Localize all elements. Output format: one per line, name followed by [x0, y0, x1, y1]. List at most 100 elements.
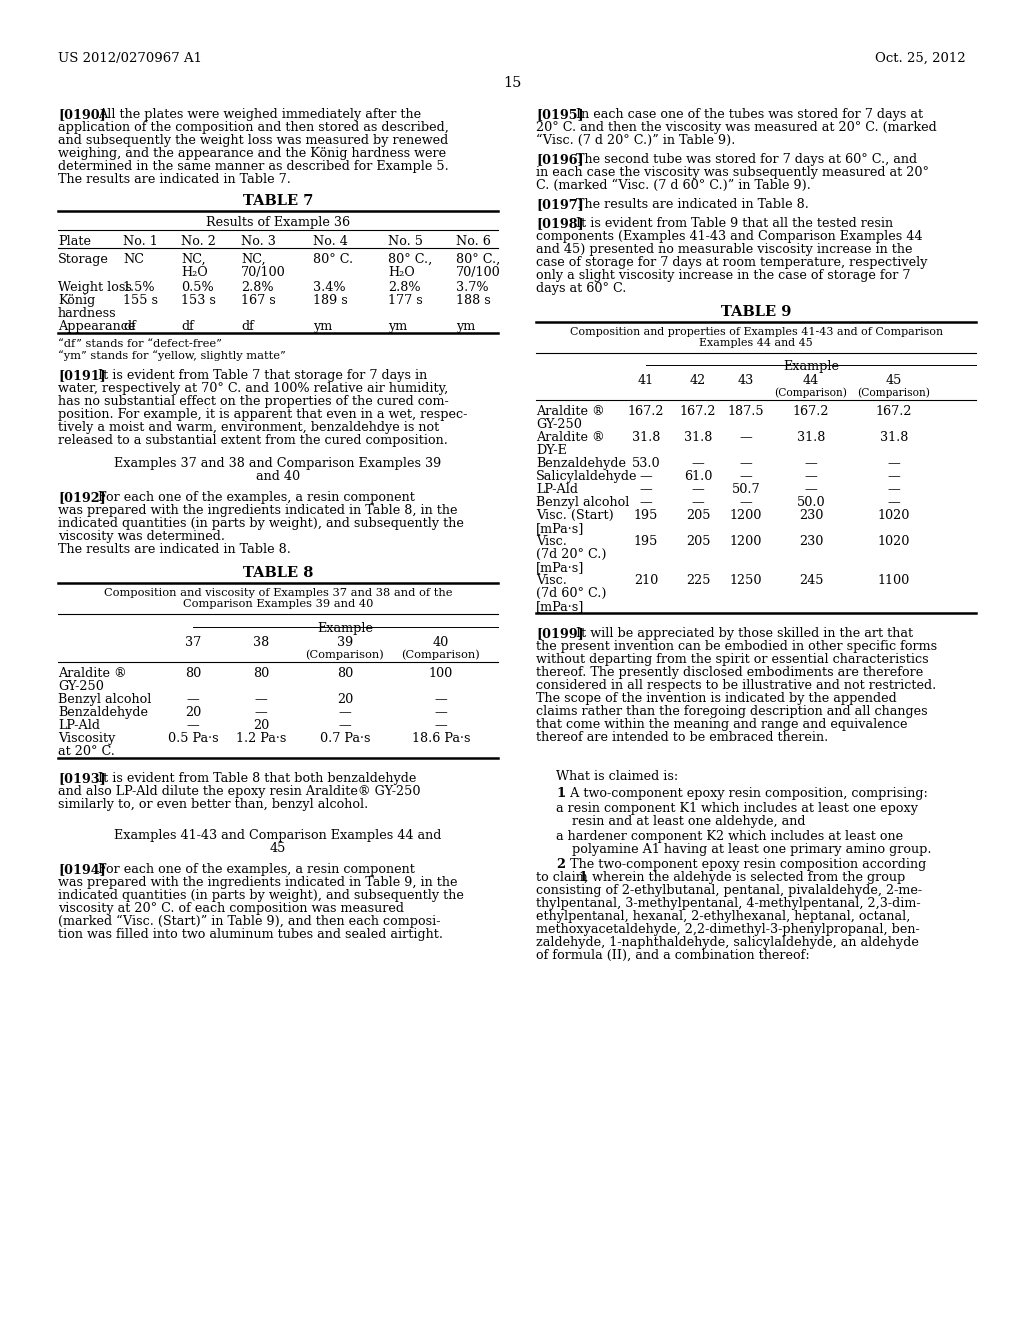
Text: —: — [888, 496, 900, 510]
Text: 205: 205 [686, 535, 711, 548]
Text: 31.8: 31.8 [632, 432, 660, 444]
Text: 210: 210 [634, 574, 658, 587]
Text: consisting of 2-ethylbutanal, pentanal, pivalaldehyde, 2-me-: consisting of 2-ethylbutanal, pentanal, … [536, 884, 923, 898]
Text: —: — [339, 719, 351, 733]
Text: It is evident from Table 8 that both benzaldehyde: It is evident from Table 8 that both ben… [98, 772, 417, 785]
Text: —: — [805, 457, 817, 470]
Text: 205: 205 [686, 510, 711, 521]
Text: For each one of the examples, a resin component: For each one of the examples, a resin co… [98, 863, 415, 876]
Text: US 2012/0270967 A1: US 2012/0270967 A1 [58, 51, 202, 65]
Text: Visc. (Start): Visc. (Start) [536, 510, 613, 521]
Text: 31.8: 31.8 [797, 432, 825, 444]
Text: 1100: 1100 [878, 574, 910, 587]
Text: 100: 100 [429, 667, 454, 680]
Text: 3.7%: 3.7% [456, 281, 488, 294]
Text: Viscosity: Viscosity [58, 733, 116, 744]
Text: (Comparison): (Comparison) [774, 387, 848, 397]
Text: , wherein the aldehyde is selected from the group: , wherein the aldehyde is selected from … [584, 871, 905, 884]
Text: df: df [123, 319, 136, 333]
Text: Benzaldehyde: Benzaldehyde [58, 706, 148, 719]
Text: df: df [241, 319, 254, 333]
Text: 1: 1 [578, 871, 587, 884]
Text: and also LP-Ald dilute the epoxy resin Araldite® GY-250: and also LP-Ald dilute the epoxy resin A… [58, 785, 421, 799]
Text: 167.2: 167.2 [680, 405, 716, 418]
Text: 1250: 1250 [730, 574, 762, 587]
Text: polyamine A1 having at least one primary amino group.: polyamine A1 having at least one primary… [572, 843, 932, 855]
Text: Benzyl alcohol: Benzyl alcohol [58, 693, 152, 706]
Text: only a slight viscosity increase in the case of storage for 7: only a slight viscosity increase in the … [536, 269, 910, 282]
Text: tion was filled into two aluminum tubes and sealed airtight.: tion was filled into two aluminum tubes … [58, 928, 443, 941]
Text: 245: 245 [799, 574, 823, 587]
Text: and subsequently the weight loss was measured by renewed: and subsequently the weight loss was mea… [58, 135, 449, 147]
Text: 20: 20 [185, 706, 201, 719]
Text: considered in all respects to be illustrative and not restricted.: considered in all respects to be illustr… [536, 678, 936, 692]
Text: 37: 37 [185, 636, 201, 649]
Text: The results are indicated in Table 8.: The results are indicated in Table 8. [575, 198, 809, 211]
Text: —: — [434, 719, 447, 733]
Text: Comparison Examples 39 and 40: Comparison Examples 39 and 40 [183, 599, 373, 609]
Text: 195: 195 [634, 510, 658, 521]
Text: 225: 225 [686, 574, 711, 587]
Text: 70/100: 70/100 [456, 267, 501, 279]
Text: No. 1: No. 1 [123, 235, 158, 248]
Text: C. (marked “Visc. (7 d 60° C.)” in Table 9).: C. (marked “Visc. (7 d 60° C.)” in Table… [536, 180, 811, 191]
Text: ethylpentanal, hexanal, 2-ethylhexanal, heptanal, octanal,: ethylpentanal, hexanal, 2-ethylhexanal, … [536, 909, 910, 923]
Text: Appearance: Appearance [58, 319, 135, 333]
Text: (Comparison): (Comparison) [857, 387, 931, 397]
Text: [0198]: [0198] [536, 216, 584, 230]
Text: Plate: Plate [58, 235, 91, 248]
Text: that come within the meaning and range and equivalence: that come within the meaning and range a… [536, 718, 907, 731]
Text: . The two-component epoxy resin composition according: . The two-component epoxy resin composit… [562, 858, 927, 871]
Text: The results are indicated in Table 8.: The results are indicated in Table 8. [58, 543, 291, 556]
Text: —: — [434, 693, 447, 706]
Text: [0197]: [0197] [536, 198, 584, 211]
Text: [0191]: [0191] [58, 370, 105, 381]
Text: [0192]: [0192] [58, 491, 105, 504]
Text: LP-Ald: LP-Ald [536, 483, 578, 496]
Text: 44: 44 [803, 374, 819, 387]
Text: 1.5%: 1.5% [123, 281, 156, 294]
Text: 189 s: 189 s [313, 294, 348, 308]
Text: GY-250: GY-250 [58, 680, 103, 693]
Text: [mPa·s]: [mPa·s] [536, 561, 585, 574]
Text: H₂O: H₂O [181, 267, 208, 279]
Text: Salicylaldehyde: Salicylaldehyde [536, 470, 638, 483]
Text: 167.2: 167.2 [628, 405, 665, 418]
Text: 39: 39 [337, 636, 353, 649]
Text: a resin component K1 which includes at least one epoxy: a resin component K1 which includes at l… [556, 803, 918, 814]
Text: NC,: NC, [241, 253, 265, 267]
Text: The scope of the invention is indicated by the appended: The scope of the invention is indicated … [536, 692, 897, 705]
Text: 42: 42 [690, 374, 707, 387]
Text: in each case the viscosity was subsequently measured at 20°: in each case the viscosity was subsequen… [536, 166, 929, 180]
Text: [mPa·s]: [mPa·s] [536, 521, 585, 535]
Text: df: df [181, 319, 194, 333]
Text: 53.0: 53.0 [632, 457, 660, 470]
Text: 167 s: 167 s [241, 294, 275, 308]
Text: Benzaldehyde: Benzaldehyde [536, 457, 626, 470]
Text: Visc.: Visc. [536, 535, 567, 548]
Text: —: — [186, 719, 200, 733]
Text: No. 3: No. 3 [241, 235, 275, 248]
Text: 80: 80 [185, 667, 201, 680]
Text: —: — [888, 483, 900, 496]
Text: ym: ym [313, 319, 332, 333]
Text: Benzyl alcohol: Benzyl alcohol [536, 496, 630, 510]
Text: H₂O: H₂O [388, 267, 415, 279]
Text: 1020: 1020 [878, 535, 910, 548]
Text: No. 5: No. 5 [388, 235, 423, 248]
Text: 80° C.: 80° C. [313, 253, 353, 267]
Text: (7d 20° C.): (7d 20° C.) [536, 548, 606, 561]
Text: 20° C. and then the viscosity was measured at 20° C. (marked: 20° C. and then the viscosity was measur… [536, 121, 937, 135]
Text: [0196]: [0196] [536, 153, 584, 166]
Text: Araldite ®: Araldite ® [58, 667, 127, 680]
Text: 80° C.,: 80° C., [456, 253, 501, 267]
Text: Example: Example [783, 360, 839, 374]
Text: 70/100: 70/100 [241, 267, 286, 279]
Text: —: — [640, 483, 652, 496]
Text: was prepared with the ingredients indicated in Table 8, in the: was prepared with the ingredients indica… [58, 504, 458, 517]
Text: Examples 44 and 45: Examples 44 and 45 [699, 338, 813, 348]
Text: (7d 60° C.): (7d 60° C.) [536, 587, 606, 601]
Text: “df” stands for “defect-free”: “df” stands for “defect-free” [58, 339, 222, 348]
Text: viscosity was determined.: viscosity was determined. [58, 531, 225, 543]
Text: TABLE 9: TABLE 9 [721, 305, 792, 319]
